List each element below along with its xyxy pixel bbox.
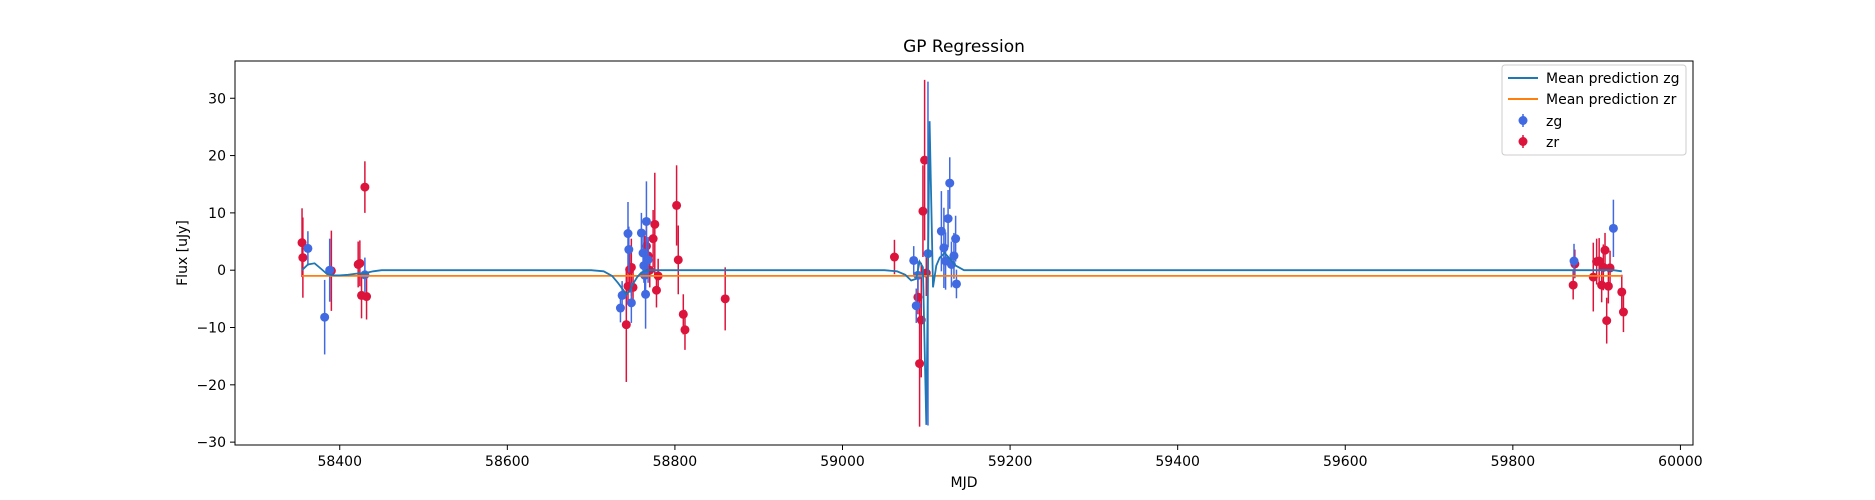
plot-area xyxy=(234,60,1694,446)
data-point xyxy=(889,252,899,262)
data-point xyxy=(303,243,313,253)
x-tick-label: 59800 xyxy=(1491,454,1536,470)
y-tick-label: 30 xyxy=(208,91,226,107)
data-point xyxy=(911,301,921,311)
x-tick-label: 60000 xyxy=(1658,454,1703,470)
data-point xyxy=(624,245,634,255)
data-point xyxy=(298,253,308,263)
legend-label-mean-zg: Mean prediction zg xyxy=(1546,71,1680,87)
x-tick-label: 58600 xyxy=(485,454,530,470)
data-point xyxy=(920,155,930,165)
data-point xyxy=(621,320,631,330)
y-tick-label: 20 xyxy=(208,149,226,165)
x-axis-ticks: 58400 58600 58800 59000 59200 59400 59600 59800… xyxy=(317,445,1703,470)
y-tick-label: −30 xyxy=(196,435,226,451)
axes-frame xyxy=(234,60,1694,446)
data-point xyxy=(641,289,651,299)
x-tick-label: 59000 xyxy=(820,454,865,470)
legend-swatch-zg xyxy=(1518,114,1528,127)
y-tick-label: −20 xyxy=(196,378,226,394)
data-point xyxy=(623,229,633,239)
data-point xyxy=(650,219,660,229)
legend-box xyxy=(1501,64,1687,156)
data-point xyxy=(297,238,307,248)
series-points-zr xyxy=(297,79,1628,427)
data-point xyxy=(918,206,928,216)
series-layer xyxy=(297,79,1628,427)
data-point xyxy=(643,255,653,265)
data-point xyxy=(939,243,949,253)
data-point xyxy=(636,228,646,238)
x-tick-label: 59400 xyxy=(1155,454,1200,470)
y-axis-label: Flux [uJy] xyxy=(175,220,191,286)
y-tick-label: 0 xyxy=(217,263,226,279)
data-point xyxy=(320,312,330,322)
data-point xyxy=(651,285,661,295)
series-line-mean-prediction-zg xyxy=(301,121,1622,425)
x-tick-label: 59200 xyxy=(988,454,1033,470)
data-point xyxy=(945,178,955,188)
chart-title: GP Regression xyxy=(903,37,1025,57)
data-point xyxy=(615,303,625,313)
y-tick-label: 10 xyxy=(208,206,226,222)
data-point xyxy=(915,359,925,369)
data-point xyxy=(1568,280,1578,290)
data-point xyxy=(678,309,688,319)
legend: Mean prediction zg Mean prediction zr zg… xyxy=(1501,64,1687,156)
data-point xyxy=(325,265,335,275)
data-point xyxy=(1588,272,1598,282)
data-point xyxy=(1602,316,1612,326)
x-tick-label: 58400 xyxy=(317,454,362,470)
data-point xyxy=(626,298,636,308)
y-tick-label: −10 xyxy=(196,321,226,337)
legend-label-zg: zg xyxy=(1546,114,1562,130)
x-tick-label: 58800 xyxy=(653,454,698,470)
data-point xyxy=(943,214,953,224)
x-tick-label: 59600 xyxy=(1323,454,1368,470)
data-point xyxy=(638,248,648,258)
data-point xyxy=(641,216,651,226)
data-point xyxy=(1600,245,1610,255)
data-point xyxy=(951,279,961,289)
data-point xyxy=(360,182,370,192)
data-point xyxy=(648,234,658,244)
data-point xyxy=(951,234,961,244)
x-axis-label: MJD xyxy=(951,475,978,491)
data-point xyxy=(1608,223,1618,233)
legend-label-zr: zr xyxy=(1546,135,1559,151)
y-axis-ticks: −30 −20 −10 0 10 20 30 xyxy=(196,91,235,451)
data-point xyxy=(362,292,372,302)
legend-swatch-zr xyxy=(1518,135,1528,148)
data-point xyxy=(1617,287,1627,297)
data-point xyxy=(673,255,683,265)
data-point xyxy=(355,258,365,268)
data-point xyxy=(1569,256,1579,266)
legend-label-mean-zr: Mean prediction zr xyxy=(1546,92,1677,108)
data-point xyxy=(1603,281,1613,291)
data-point xyxy=(720,294,730,304)
data-point xyxy=(680,325,690,335)
data-point xyxy=(617,290,627,300)
data-point xyxy=(1618,307,1628,317)
data-point xyxy=(909,255,919,265)
data-point xyxy=(672,200,682,210)
